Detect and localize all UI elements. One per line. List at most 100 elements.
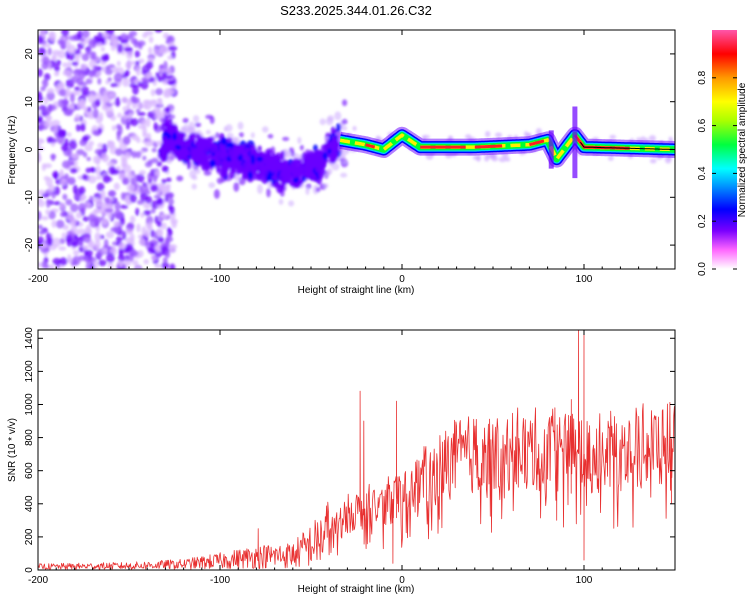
spectrogram-cell — [225, 124, 233, 132]
spectrogram-cell — [113, 72, 123, 83]
spectrogram-cell — [59, 169, 64, 177]
spectrogram-cell — [257, 151, 264, 158]
spectrogram-cell — [648, 135, 656, 142]
snr-x-tick-label: 0 — [399, 575, 405, 586]
spectrogram-cell — [164, 239, 170, 248]
spectrogram-cell — [89, 59, 96, 68]
spectrogram-cell — [155, 88, 163, 96]
ridge-peak-segment — [474, 144, 503, 149]
spectrogram-cell — [188, 126, 196, 134]
spectrogram-cell — [220, 172, 226, 178]
spectrogram-cell — [341, 99, 348, 107]
spectrogram-cell — [59, 211, 66, 217]
spectrogram-cell — [159, 45, 168, 55]
spectrogram-cell — [234, 173, 241, 182]
spectrogram-cell — [110, 82, 118, 88]
spectrogram-cell — [126, 49, 133, 60]
spectrogram-cell — [76, 149, 85, 156]
spectrogram-cell — [52, 170, 60, 179]
spectrogram-cell — [126, 200, 132, 206]
ridge-center-line — [580, 142, 675, 150]
spectrogram-cell — [51, 49, 61, 55]
spectrogram-cell — [330, 126, 335, 136]
snr-y-tick-label: 1400 — [24, 327, 35, 350]
spectrogram-cell — [162, 154, 168, 160]
spectrogram-cell — [67, 147, 73, 158]
spectrogram-cell — [106, 161, 115, 167]
spectrogram-cell — [82, 233, 92, 243]
spectrogram-cell — [38, 110, 42, 117]
spectrogram-cell — [254, 160, 259, 171]
spectrogram-cell — [294, 168, 300, 174]
spectrogram-cell — [134, 60, 140, 65]
spectrogram-cell — [43, 163, 53, 169]
spectrogram-cell — [55, 219, 65, 229]
colorbar-tick-label: 0.8 — [697, 70, 708, 84]
spectrogram-cell — [205, 129, 211, 135]
snr-y-tick-label: 400 — [24, 495, 35, 512]
spectrogram-cell — [216, 167, 221, 173]
spectrogram-cell — [165, 122, 170, 130]
spectrogram-cell — [51, 220, 57, 228]
spectrogram-cell — [257, 145, 262, 152]
spectrogram-cell — [145, 117, 151, 128]
spectrogram-cell — [159, 64, 165, 70]
snr-y-tick-label: 800 — [24, 429, 35, 446]
spectrogram-cell — [335, 131, 343, 136]
spectrogram-cell — [55, 59, 62, 66]
spectrogram-cell — [216, 177, 224, 184]
spectrogram-cell — [105, 231, 115, 239]
spectrogram-cell — [116, 212, 123, 220]
spectrogram-cell — [51, 119, 61, 127]
spectrogram-cell — [129, 233, 135, 242]
spectrogram-cell — [150, 184, 159, 192]
spectrogram-cell — [66, 210, 74, 221]
spectrogram-cell — [38, 230, 45, 235]
snr-x-tick-label: 100 — [576, 575, 593, 586]
spectrogram-cell — [93, 197, 102, 203]
colorbar-tick-label: 0.6 — [697, 118, 708, 132]
spectrogram-cell — [60, 39, 66, 49]
spectrogram-cell — [220, 146, 227, 154]
spectrogram-cell — [235, 163, 243, 171]
spectrogram-cell — [82, 216, 90, 222]
spectrogram-cell — [119, 204, 129, 209]
spectrogram-cell — [161, 178, 167, 184]
spectrogram-y-tick-label: -10 — [24, 190, 35, 205]
spectrogram-cell — [38, 146, 45, 151]
spectrogram-cell — [165, 185, 171, 193]
spectrogram-cell — [98, 111, 104, 122]
spectrogram-cell — [52, 237, 61, 248]
snr-x-tick-label: -100 — [210, 575, 230, 586]
spectrogram-cell — [38, 36, 44, 45]
spectrogram-cell — [160, 213, 168, 219]
spectrogram-cell — [277, 161, 286, 168]
spectrogram-cell — [182, 117, 189, 124]
spectrogram-cell — [62, 70, 72, 77]
spectrogram-cell — [121, 157, 128, 167]
spectrogram-cell — [69, 93, 75, 103]
spectrogram-cell — [111, 125, 117, 131]
colorbar-ticks: 0.0 0.2 0.4 0.6 0.8 — [697, 70, 737, 276]
spectrogram-cell — [97, 77, 102, 85]
spectrogram-cell — [99, 95, 105, 101]
snr-y-ticks: 0 200 400 600 800 1000 1200 1400 — [24, 327, 675, 573]
spectrogram-cell — [71, 61, 79, 66]
spectrogram-cell — [110, 34, 119, 45]
spectrogram-cell — [285, 166, 293, 175]
spectrogram-cell — [57, 129, 66, 138]
spectrogram-cell — [317, 151, 323, 159]
chart-title: S233.2025.344.01.26.C32 — [280, 3, 432, 18]
spectrogram-cell — [149, 100, 158, 107]
spectrogram-cell — [167, 55, 173, 60]
spectrogram-cell — [144, 140, 153, 147]
spectrogram-cell — [215, 132, 220, 139]
spectrogram-cell — [148, 36, 154, 43]
spectrogram-cell — [256, 156, 264, 162]
spectrogram-cell — [130, 250, 139, 257]
spectrogram-cell — [166, 80, 176, 86]
spectrogram-cell — [168, 141, 174, 148]
spectrogram-cell — [68, 35, 78, 41]
spectrogram-cell — [120, 39, 129, 44]
